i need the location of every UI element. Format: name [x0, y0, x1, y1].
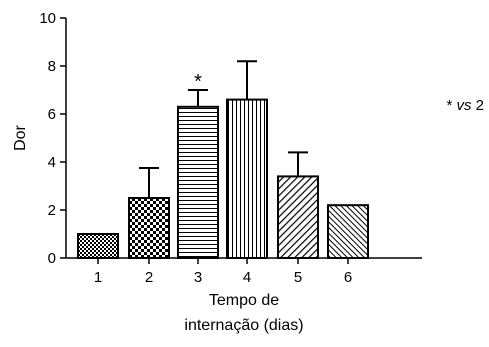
y-tick-label: 6	[48, 106, 56, 123]
x-axis-label-line2: internação (dias)	[184, 317, 303, 334]
x-tick-label: 3	[194, 269, 202, 286]
bar-day-2	[128, 197, 170, 259]
y-tick-label: 0	[48, 250, 56, 267]
error-bars-group	[139, 60, 308, 198]
bar-day-3	[177, 105, 219, 259]
y-axis-ticks: 0 2 4 6 8 10	[39, 10, 66, 267]
y-axis-label: Dor	[12, 124, 29, 150]
bar-day-5	[277, 175, 319, 259]
y-tick-label: 8	[48, 58, 56, 75]
significance-marker: *	[194, 71, 202, 93]
y-tick-label: 2	[48, 202, 56, 219]
x-tick-label: 4	[243, 269, 251, 286]
bar-day-1	[77, 233, 119, 259]
note-vs: vs	[456, 97, 472, 114]
x-tick-label: 5	[294, 269, 302, 286]
y-tick-label: 10	[39, 10, 56, 27]
bar-day-4	[226, 98, 268, 259]
x-axis-label-line1: Tempo de	[209, 292, 279, 309]
note-ref: 2	[476, 97, 484, 114]
x-tick-label: 2	[145, 269, 153, 286]
y-tick-label: 4	[48, 154, 56, 171]
x-tick-label: 6	[344, 269, 352, 286]
x-tick-label: 1	[94, 269, 102, 286]
x-axis-ticks: 1 2 3 4 5 6	[94, 258, 352, 286]
note-star: *	[446, 97, 452, 114]
bar-day-6	[327, 204, 369, 259]
significance-note: * vs 2	[446, 97, 484, 114]
bars-group	[77, 98, 369, 259]
